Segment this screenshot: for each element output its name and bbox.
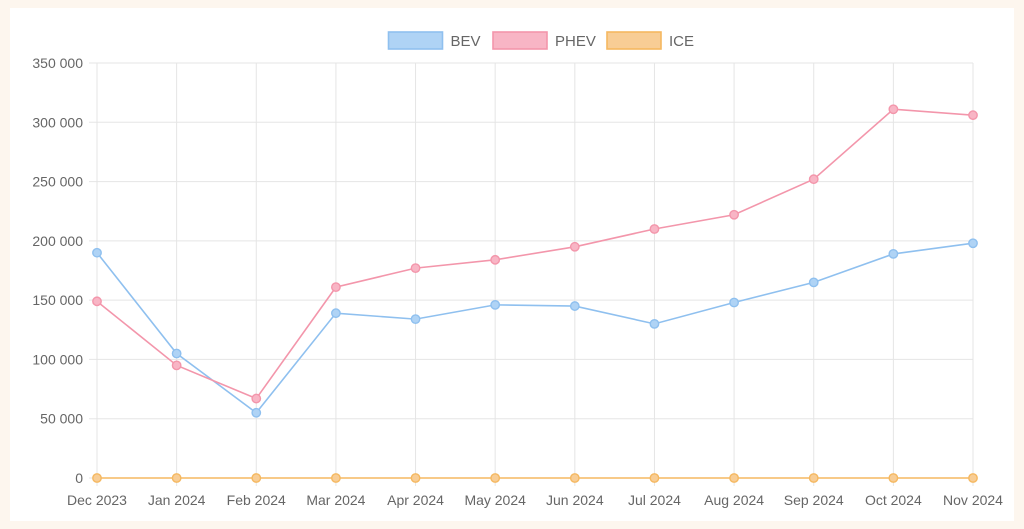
legend-item-phev[interactable]: PHEV [492,31,596,50]
data-point-ice[interactable] [968,473,978,483]
x-tick-label: Mar 2024 [306,492,365,508]
data-point-ice[interactable] [569,473,580,483]
data-point-phev[interactable] [92,296,102,307]
data-point-phev[interactable] [649,224,660,234]
series-bev [92,238,978,418]
data-point-bev[interactable] [888,248,899,259]
x-tick-label: Sep 2024 [784,492,844,508]
legend: BEV PHEV ICE [387,31,694,50]
data-point-bev[interactable] [251,407,262,418]
data-point-bev[interactable] [968,238,978,249]
series-phev [92,104,978,404]
y-tick-label: 150 000 [32,292,83,308]
legend-swatch [387,31,444,50]
series-line-phev [96,108,974,400]
legend-item-ice[interactable]: ICE [606,31,694,50]
data-point-phev[interactable] [331,282,341,292]
data-point-ice[interactable] [92,473,102,483]
legend-swatch [492,31,548,50]
series-layer [92,104,978,483]
legend-label: PHEV [555,33,596,50]
y-tick-label: 200 000 [32,233,83,249]
data-point-phev[interactable] [490,254,501,265]
data-point-phev[interactable] [729,209,739,220]
data-point-phev[interactable] [808,174,819,185]
data-point-phev[interactable] [888,104,899,115]
series-line-bev [96,242,974,414]
x-tick-label: Jan 2024 [148,492,206,508]
data-point-ice[interactable] [410,473,421,483]
x-tick-label: Jul 2024 [628,492,681,508]
x-tick-label: Oct 2024 [865,492,922,508]
legend-label: ICE [669,33,694,50]
data-point-ice[interactable] [331,473,341,483]
data-point-ice[interactable] [649,473,660,483]
legend-swatch [606,31,662,50]
data-point-bev[interactable] [410,314,421,325]
data-point-ice[interactable] [888,473,899,483]
x-tick-label: Apr 2024 [387,492,444,508]
y-axis: 0 50 000 100 000 150 000 200 000 250 000 300 0… [32,55,83,486]
data-point-bev[interactable] [490,299,501,310]
data-point-phev[interactable] [251,393,262,404]
chart-card: 0 50 000 100 000 150 000 200 000 250 000 300 0… [10,8,1014,521]
data-point-ice[interactable] [251,473,262,483]
data-point-ice[interactable] [490,473,501,483]
legend-label: BEV [451,33,481,50]
series-ice [92,473,978,483]
data-point-phev[interactable] [569,241,580,252]
data-point-bev[interactable] [569,301,580,311]
y-tick-label: 100 000 [32,351,83,367]
data-point-ice[interactable] [171,473,182,483]
x-tick-label: Feb 2024 [227,492,286,508]
data-point-bev[interactable] [649,318,660,329]
data-point-bev[interactable] [92,247,102,258]
y-tick-label: 300 000 [32,114,83,130]
y-tick-label: 0 [75,470,83,486]
data-point-phev[interactable] [410,263,421,274]
legend-item-bev[interactable]: BEV [387,31,481,50]
data-point-bev[interactable] [808,277,819,288]
data-point-bev[interactable] [729,297,739,308]
x-tick-label: Nov 2024 [943,492,1003,508]
line-chart: 0 50 000 100 000 150 000 200 000 250 000 300 0… [32,31,1003,508]
y-tick-label: 350 000 [32,55,83,71]
data-point-ice[interactable] [808,473,819,483]
grid [89,62,974,486]
x-tick-label: Aug 2024 [704,492,764,508]
data-point-bev[interactable] [171,348,182,359]
y-tick-label: 250 000 [32,174,83,190]
x-tick-label: Jun 2024 [546,492,604,508]
x-tick-label: May 2024 [464,492,526,508]
x-axis: Dec 2023 Jan 2024 Feb 2024 Mar 2024 Apr 2024… [67,492,1003,508]
data-point-ice[interactable] [729,473,739,483]
y-tick-label: 50 000 [40,411,83,427]
data-point-phev[interactable] [968,110,978,121]
data-point-phev[interactable] [171,360,182,371]
x-tick-label: Dec 2023 [67,492,127,508]
data-point-bev[interactable] [331,308,341,319]
